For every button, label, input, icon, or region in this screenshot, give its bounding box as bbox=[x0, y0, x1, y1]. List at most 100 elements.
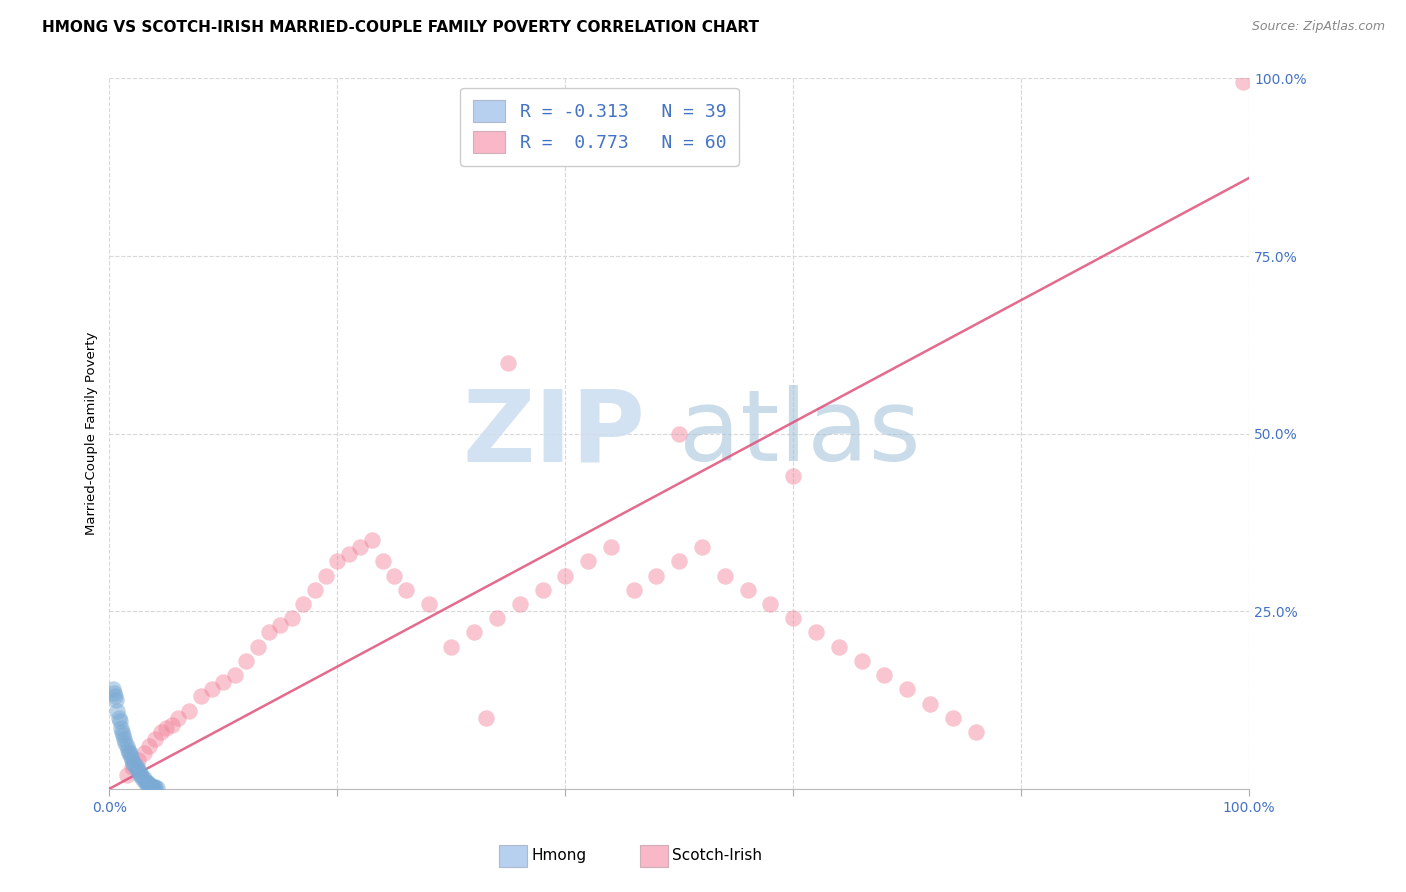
Point bbox=[118, 746, 141, 760]
Y-axis label: Married-Couple Family Poverty: Married-Couple Family Poverty bbox=[86, 332, 98, 535]
Point bbox=[851, 654, 873, 668]
Point bbox=[112, 729, 135, 743]
Point bbox=[114, 735, 136, 749]
Point bbox=[142, 780, 165, 795]
Point bbox=[142, 780, 165, 794]
Point bbox=[804, 625, 827, 640]
Point bbox=[382, 568, 405, 582]
Point bbox=[146, 780, 169, 795]
Point bbox=[828, 640, 851, 654]
Point bbox=[141, 780, 163, 794]
Point bbox=[143, 780, 166, 795]
Point bbox=[281, 611, 304, 625]
Point bbox=[101, 682, 124, 697]
Point bbox=[125, 760, 148, 774]
Point bbox=[115, 767, 138, 781]
Point bbox=[965, 725, 987, 739]
Point bbox=[782, 611, 804, 625]
Point bbox=[111, 725, 134, 739]
Point bbox=[110, 722, 132, 736]
Point bbox=[349, 541, 371, 555]
Point bbox=[737, 582, 759, 597]
Point bbox=[759, 597, 782, 611]
Point bbox=[315, 568, 337, 582]
Point bbox=[135, 774, 157, 789]
Point bbox=[1232, 75, 1254, 89]
Point bbox=[623, 582, 645, 597]
Point bbox=[134, 774, 156, 789]
Point bbox=[918, 697, 941, 711]
Point bbox=[138, 778, 160, 792]
Point bbox=[498, 355, 520, 369]
Legend: R = -0.313   N = 39, R =  0.773   N = 60: R = -0.313 N = 39, R = 0.773 N = 60 bbox=[460, 87, 740, 166]
Point bbox=[371, 554, 394, 568]
Point bbox=[139, 778, 162, 792]
Point bbox=[155, 722, 177, 736]
Text: HMONG VS SCOTCH-IRISH MARRIED-COUPLE FAMILY POVERTY CORRELATION CHART: HMONG VS SCOTCH-IRISH MARRIED-COUPLE FAM… bbox=[42, 20, 759, 35]
Point bbox=[463, 625, 485, 640]
Point bbox=[257, 625, 280, 640]
Point bbox=[118, 746, 141, 760]
Point bbox=[360, 533, 382, 548]
Point bbox=[668, 426, 690, 441]
Point bbox=[782, 469, 804, 483]
Point bbox=[149, 725, 172, 739]
Point bbox=[105, 693, 128, 707]
Point bbox=[112, 732, 135, 747]
Point bbox=[104, 690, 127, 704]
Point bbox=[440, 640, 463, 654]
Point bbox=[714, 568, 737, 582]
Point bbox=[121, 760, 143, 774]
Point bbox=[212, 675, 235, 690]
Point bbox=[896, 682, 918, 697]
Point bbox=[121, 753, 143, 767]
Point bbox=[485, 611, 508, 625]
Point bbox=[418, 597, 440, 611]
Point bbox=[224, 668, 246, 682]
Point bbox=[531, 582, 554, 597]
Point bbox=[690, 541, 713, 555]
Point bbox=[179, 704, 201, 718]
Point bbox=[120, 749, 142, 764]
Point bbox=[395, 582, 418, 597]
Point bbox=[166, 711, 188, 725]
Point bbox=[576, 554, 599, 568]
Text: Source: ZipAtlas.com: Source: ZipAtlas.com bbox=[1251, 20, 1385, 33]
Point bbox=[873, 668, 896, 682]
Point bbox=[599, 541, 621, 555]
Point bbox=[103, 686, 125, 700]
Point bbox=[337, 547, 360, 561]
Point bbox=[129, 767, 152, 781]
Point bbox=[131, 771, 153, 785]
Point bbox=[132, 746, 155, 760]
Point bbox=[304, 582, 326, 597]
Point bbox=[124, 756, 146, 771]
Point bbox=[201, 682, 224, 697]
Point bbox=[554, 568, 576, 582]
Point bbox=[235, 654, 257, 668]
Point bbox=[105, 704, 128, 718]
Point bbox=[143, 732, 166, 747]
Text: Scotch-Irish: Scotch-Irish bbox=[672, 848, 762, 863]
Point bbox=[127, 753, 149, 767]
Text: atlas: atlas bbox=[679, 385, 921, 482]
Point bbox=[122, 756, 145, 771]
Point bbox=[190, 690, 212, 704]
Point bbox=[124, 760, 146, 774]
Point bbox=[246, 640, 269, 654]
Text: Hmong: Hmong bbox=[531, 848, 586, 863]
Point bbox=[132, 771, 155, 785]
Point bbox=[942, 711, 965, 725]
Point bbox=[136, 776, 159, 790]
Point bbox=[138, 739, 160, 753]
Point bbox=[668, 554, 690, 568]
Point bbox=[128, 764, 150, 778]
Point bbox=[108, 714, 131, 729]
Point bbox=[509, 597, 531, 611]
Point bbox=[160, 718, 183, 732]
Point bbox=[136, 776, 159, 790]
Point bbox=[269, 618, 291, 632]
Point bbox=[117, 742, 139, 756]
Point bbox=[645, 568, 668, 582]
Point bbox=[292, 597, 315, 611]
